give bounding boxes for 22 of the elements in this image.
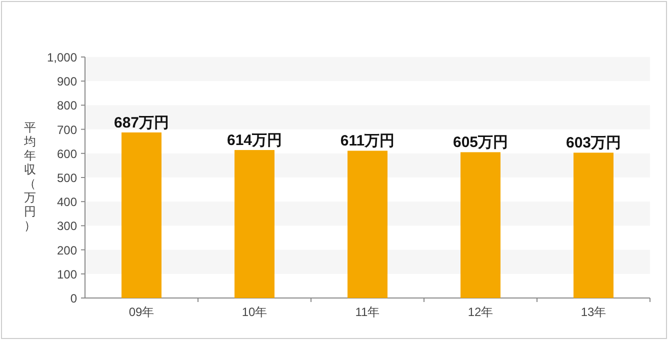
data-label: 611万円	[340, 132, 395, 150]
data-label: 603万円	[566, 134, 622, 152]
data-label: 605万円	[452, 134, 508, 152]
y-tick-label: 0	[70, 292, 78, 306]
x-tick-label: 12年	[468, 305, 494, 319]
y-tick-label: 300	[56, 219, 78, 234]
x-tick-label: 13年	[580, 305, 606, 319]
y-tick-label: 800	[56, 98, 78, 113]
data-label: 687万円	[114, 114, 170, 132]
x-tick-label: 10年	[242, 305, 268, 319]
x-tick-label: 11年	[355, 305, 380, 319]
y-tick-label: 600	[56, 146, 78, 161]
x-tick-label: 09年	[128, 305, 154, 319]
y-axis-title: 平均年収（万円）	[23, 120, 36, 232]
y-tick-label: 1,000	[46, 50, 78, 64]
y-tick-label: 900	[56, 74, 78, 89]
y-tick-label: 200	[56, 243, 78, 258]
y-tick-label: 100	[56, 267, 78, 282]
data-label: 614万円	[226, 132, 282, 150]
y-tick-label: 700	[56, 122, 78, 137]
y-tick-label: 500	[56, 171, 78, 185]
y-tick-label: 400	[56, 195, 78, 210]
